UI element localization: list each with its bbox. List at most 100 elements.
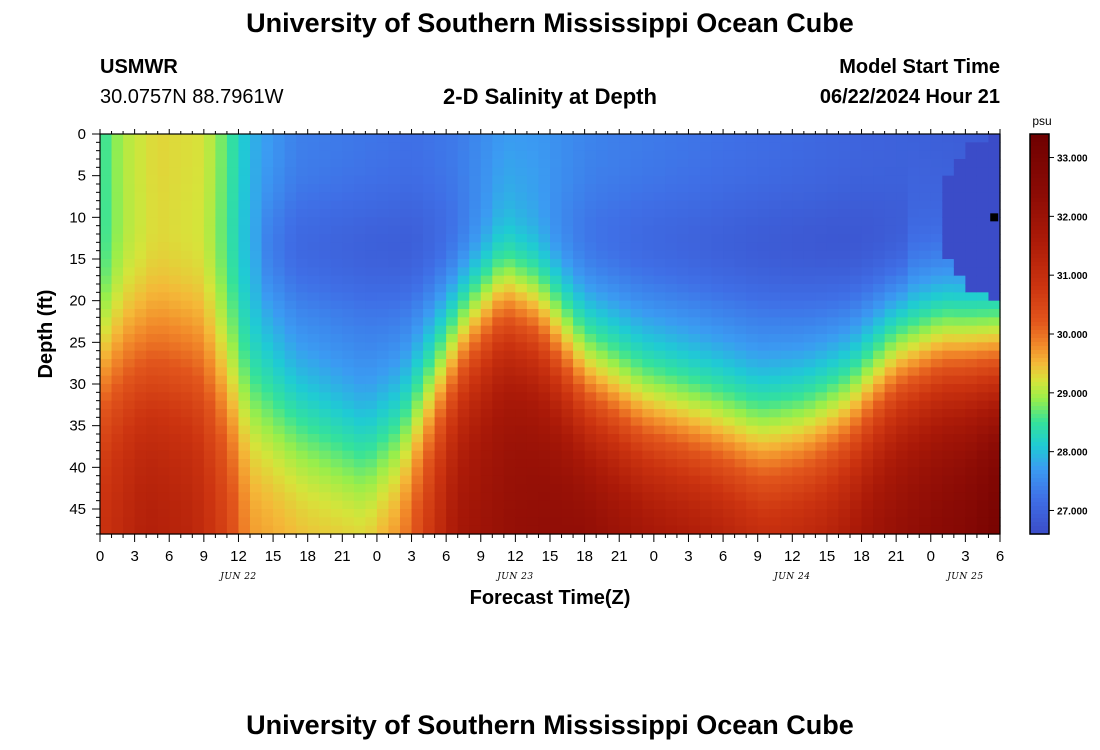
heatmap-cell <box>538 142 551 152</box>
heatmap-cell <box>584 167 597 177</box>
colorbar-swatch <box>1030 314 1049 319</box>
heatmap-cell <box>526 134 540 143</box>
heatmap-cell <box>457 442 470 452</box>
heatmap-cell <box>469 400 482 410</box>
heatmap-cell <box>157 359 170 368</box>
heatmap-cell <box>365 384 378 393</box>
heatmap-cell <box>780 525 793 535</box>
heatmap-cell <box>261 300 274 310</box>
heatmap-cell <box>850 459 863 468</box>
heatmap-cell <box>930 200 943 210</box>
heatmap-cell <box>653 442 666 452</box>
heatmap-cell <box>203 209 216 218</box>
heatmap-cell <box>861 400 874 410</box>
heatmap-cell <box>700 159 713 168</box>
heatmap-cell <box>226 367 240 377</box>
heatmap-cell <box>723 167 736 177</box>
heatmap-cell <box>630 484 643 493</box>
heatmap-cell <box>434 384 447 393</box>
heatmap-cell <box>330 459 343 468</box>
heatmap-cell <box>953 434 966 443</box>
heatmap-cell <box>584 450 597 460</box>
heatmap-cell <box>561 367 574 377</box>
heatmap-cell <box>503 292 516 302</box>
heatmap-cell <box>157 134 170 143</box>
heatmap-cell <box>388 292 401 302</box>
heatmap-cell <box>411 417 424 427</box>
heatmap-cell <box>965 442 978 452</box>
heatmap-cell <box>780 309 793 318</box>
heatmap-cell <box>919 242 932 252</box>
heatmap-cell <box>457 142 470 152</box>
heatmap-cell <box>780 225 793 235</box>
heatmap-cell <box>492 517 505 527</box>
heatmap-cell <box>503 300 516 310</box>
heatmap-cell <box>503 309 516 318</box>
heatmap-cell <box>838 425 851 435</box>
heatmap-cell <box>423 225 436 235</box>
heatmap-cell <box>769 517 782 527</box>
heatmap-cell <box>353 467 366 477</box>
heatmap-cell <box>273 142 286 152</box>
heatmap-cell <box>919 300 932 310</box>
heatmap-cell <box>307 217 320 227</box>
heatmap-cell <box>584 442 597 452</box>
heatmap-cell <box>250 142 263 152</box>
heatmap-cell <box>607 467 620 477</box>
heatmap-cell <box>550 434 563 443</box>
heatmap-cell <box>169 225 182 235</box>
heatmap-cell <box>146 234 159 243</box>
heatmap-cell <box>642 367 655 377</box>
heatmap-cell <box>700 400 713 410</box>
heatmap-cell <box>388 267 401 277</box>
heatmap-cell <box>769 350 782 360</box>
heatmap-cell <box>342 325 355 335</box>
heatmap-cell <box>273 250 286 260</box>
heatmap-cell <box>215 525 228 535</box>
heatmap-cell <box>676 334 690 343</box>
heatmap-cell <box>342 409 355 418</box>
heatmap-cell <box>907 200 920 210</box>
heatmap-cell <box>919 500 932 510</box>
heatmap-cell <box>896 334 909 343</box>
heatmap-cell <box>400 150 413 160</box>
heatmap-cell <box>192 475 205 485</box>
heatmap-cell <box>134 217 147 227</box>
heatmap-cell <box>561 309 574 318</box>
heatmap-cell <box>561 259 574 268</box>
heatmap-cell <box>884 375 897 385</box>
heatmap-cell <box>896 492 909 502</box>
heatmap-cell <box>815 400 828 410</box>
heatmap-cell <box>596 250 609 260</box>
heatmap-cell <box>757 175 770 185</box>
heatmap-cell <box>803 392 816 402</box>
heatmap-cell <box>192 517 205 527</box>
heatmap-cell <box>861 442 874 452</box>
heatmap-cell <box>896 259 909 268</box>
heatmap-cell <box>492 242 505 252</box>
heatmap-cell <box>896 500 909 510</box>
heatmap-cell <box>503 467 516 477</box>
heatmap-cell <box>376 234 390 243</box>
heatmap-cell <box>700 492 713 502</box>
heatmap-cell <box>596 200 609 210</box>
heatmap-cell <box>850 525 863 535</box>
colorbar-swatch <box>1030 446 1049 451</box>
heatmap-cell <box>550 167 563 177</box>
heatmap-cell <box>642 259 655 268</box>
heatmap-cell <box>838 525 851 535</box>
heatmap-cell <box>688 484 701 493</box>
heatmap-cell <box>780 259 793 268</box>
heatmap-cell <box>215 234 228 243</box>
heatmap-cell <box>330 517 343 527</box>
heatmap-cell <box>780 350 793 360</box>
heatmap-cell <box>238 525 251 535</box>
heatmap-cell <box>123 209 136 218</box>
heatmap-cell <box>296 159 309 168</box>
heatmap-cell <box>965 342 978 352</box>
heatmap-cell <box>723 400 736 410</box>
heatmap-cell <box>873 525 886 535</box>
heatmap-cell <box>365 200 378 210</box>
heatmap-cell <box>365 400 378 410</box>
heatmap-cell <box>780 367 793 377</box>
